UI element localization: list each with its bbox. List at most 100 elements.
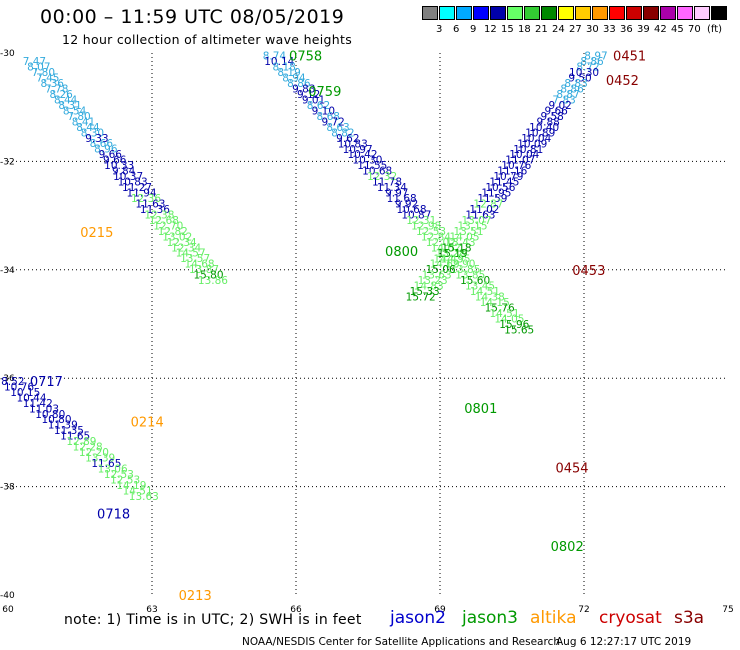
wave-height-label: 14.02	[431, 242, 461, 254]
lon-tick-label: 63	[146, 605, 157, 615]
wave-height-label: 12.38	[144, 209, 174, 221]
pass-time-label: 0801	[464, 402, 497, 417]
wave-height-label: 9.33	[85, 133, 108, 145]
wave-height-label: 11.16	[497, 166, 527, 178]
wave-height-label: 10.42	[347, 149, 377, 161]
wave-height-label: 12.68	[149, 215, 179, 227]
wave-height-label: 9.01	[302, 95, 325, 107]
wave-height-label: 7.83	[552, 95, 575, 107]
wave-height-label: 8.41	[72, 116, 95, 128]
wave-height-label: 7.80	[67, 111, 90, 123]
lon-tick-label: 69	[434, 605, 446, 615]
scale-label: 3	[436, 24, 443, 35]
wave-height-label: 10.76	[4, 381, 34, 393]
wave-height-label: 8.83	[564, 78, 587, 90]
wave-height-label: 10.04	[509, 149, 539, 161]
wave-height-label: 13.51	[453, 226, 483, 238]
wave-height-label: 14.68	[185, 259, 215, 271]
wave-height-label: 9.66	[99, 149, 123, 161]
wave-height-label: 12.32	[367, 171, 397, 183]
wave-height-label: 9.83	[292, 84, 315, 96]
footer-timestamp: Aug 6 12:27:17 UTC 2019	[556, 636, 692, 648]
scale-label: 15	[501, 24, 514, 35]
wave-height-label: 14.38	[475, 292, 505, 304]
scale-label: 33	[603, 24, 616, 35]
wave-height-label: 14.19	[116, 480, 146, 492]
lat-tick-label: -34	[0, 266, 15, 276]
pass-time-label: 0213	[179, 589, 212, 604]
wave-height-label: 8.30	[81, 127, 104, 139]
wave-height-label: 14.51	[470, 286, 500, 298]
lat-tick-label: -40	[0, 591, 15, 601]
wave-height-label: 11.27	[122, 182, 152, 194]
lon-tick-label: 75	[722, 605, 733, 615]
wave-height-label: 9.62	[336, 133, 359, 145]
wave-height-label: 8.31	[58, 100, 81, 112]
scale-label: 9	[470, 24, 477, 35]
wave-height-label: 11.65	[60, 431, 90, 443]
wave-height-label: 12.28	[73, 442, 103, 454]
wave-height-label: 11.59	[477, 193, 507, 205]
wave-height-label: 11.39	[48, 420, 78, 432]
lat-tick-label: -30	[0, 49, 15, 59]
scale-label: 18	[518, 24, 531, 35]
mission-cryosat: cryosat	[599, 608, 662, 628]
scale-label: 39	[637, 24, 650, 35]
wave-height-label: 9.50	[568, 73, 591, 85]
pass-time-label: 0451	[613, 50, 646, 65]
pass-time-label: 0214	[131, 416, 164, 431]
track-0758: 8.7410.148.188.198.948.869.839.129.018.6…	[263, 51, 535, 337]
wave-height-label: 8.63	[326, 122, 349, 134]
wave-height-label: 15.19	[438, 248, 468, 260]
wave-height-label: 10.76	[501, 160, 531, 172]
pass-time-label: 0215	[80, 226, 113, 241]
wave-height-label: 9.92	[395, 199, 418, 211]
wave-height-label: 11.78	[372, 177, 402, 189]
wave-height-label: 12.20	[79, 447, 109, 459]
wave-height-label: 8.36	[41, 78, 65, 90]
wave-height-label: 12.70	[153, 220, 183, 232]
axis-ticks: 60 63 66 69 72 75 -30 -32 -34 -36 -38 -40	[0, 49, 734, 615]
scale-label: 21	[535, 24, 548, 35]
wave-height-label: 11.07	[505, 155, 535, 167]
wave-height-label: 10.80	[35, 409, 65, 421]
scale-label: 30	[586, 24, 599, 35]
wave-height-label: 11.63	[465, 209, 495, 221]
wave-height-label: 9.12	[297, 89, 320, 101]
scale-swatch	[490, 6, 506, 20]
pass-time-label: 0452	[606, 74, 639, 89]
wave-height-label: 15.60	[460, 275, 490, 287]
wave-height-label: 9.84	[112, 166, 136, 178]
wave-height-label: 10.44	[16, 392, 46, 404]
mission-altika: altika	[530, 608, 577, 628]
scale-swatch	[439, 6, 455, 20]
wave-height-label: 8.74	[263, 51, 287, 63]
scale-label: 45	[671, 24, 684, 35]
wave-height-label: 15.65	[504, 324, 534, 336]
scale-swatch	[626, 6, 642, 20]
wave-height-label: 9.66	[544, 105, 568, 117]
pass-time-label: 0759	[308, 85, 341, 100]
wave-height-label: 9.97	[385, 188, 408, 200]
wave-height-label: 14.69	[430, 259, 460, 271]
wave-height-label: 10.30	[352, 155, 382, 167]
wave-height-label: 13.86	[198, 275, 228, 287]
wave-height-label: 10.56	[485, 182, 515, 194]
wave-height-label: 9.66	[103, 155, 127, 167]
wave-height-label: 10.09	[517, 138, 547, 150]
wave-height-label: 13.57	[180, 253, 210, 265]
scale-label: 12	[484, 24, 497, 35]
wave-height-label: 13.28	[436, 248, 466, 260]
scale-label: 27	[569, 24, 582, 35]
wave-height-label: 12.53	[416, 226, 446, 238]
wave-height-label: 11.94	[127, 188, 157, 200]
scale-swatch	[541, 6, 557, 20]
wave-height-label: 10.14	[264, 56, 294, 68]
wave-height-label: 11.63	[135, 198, 165, 210]
wave-height-label: 10.68	[396, 204, 426, 216]
wave-height-label: 12.53	[110, 474, 140, 486]
wave-height-label: 14.95	[441, 253, 471, 265]
wave-height-label: 15.96	[499, 319, 529, 331]
scale-swatch	[643, 6, 659, 20]
wave-height-label: 12.87	[473, 199, 503, 211]
